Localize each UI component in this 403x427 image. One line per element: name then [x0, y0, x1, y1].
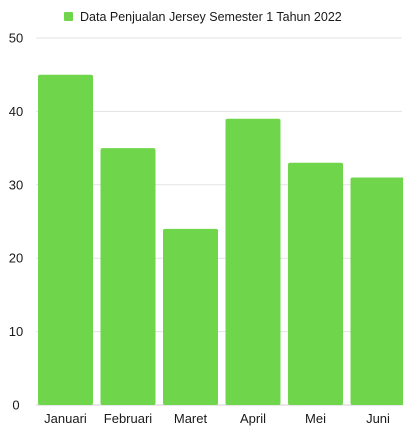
y-tick-label: 30	[9, 177, 23, 192]
x-tick-label: Juni	[366, 411, 390, 426]
bar-mei	[288, 162, 343, 405]
bars	[38, 74, 403, 406]
legend-label: Data Penjualan Jersey Semester 1 Tahun 2…	[80, 10, 342, 24]
legend: Data Penjualan Jersey Semester 1 Tahun 2…	[64, 10, 342, 24]
y-tick-label: 20	[9, 251, 23, 266]
x-tick-label: Januari	[44, 411, 87, 426]
x-axis-ticks: Januari Februari Maret April Mei Juni	[44, 411, 390, 426]
bar-maret	[163, 228, 218, 405]
legend-swatch	[64, 12, 73, 21]
y-tick-label: 10	[9, 324, 23, 339]
x-tick-label: Mei	[305, 411, 326, 426]
x-tick-label: Februari	[104, 411, 153, 426]
bar-juni	[350, 177, 403, 405]
y-tick-label: 0	[12, 398, 19, 413]
bar-februari	[100, 148, 156, 405]
y-tick-label: 50	[9, 31, 23, 46]
y-tick-label: 40	[9, 104, 23, 119]
bar-januari	[38, 74, 93, 405]
x-tick-label: Maret	[174, 411, 208, 426]
y-axis-ticks: 0 10 20 30 40 50	[9, 31, 23, 413]
bar-april	[225, 118, 281, 406]
x-tick-label: April	[240, 411, 266, 426]
